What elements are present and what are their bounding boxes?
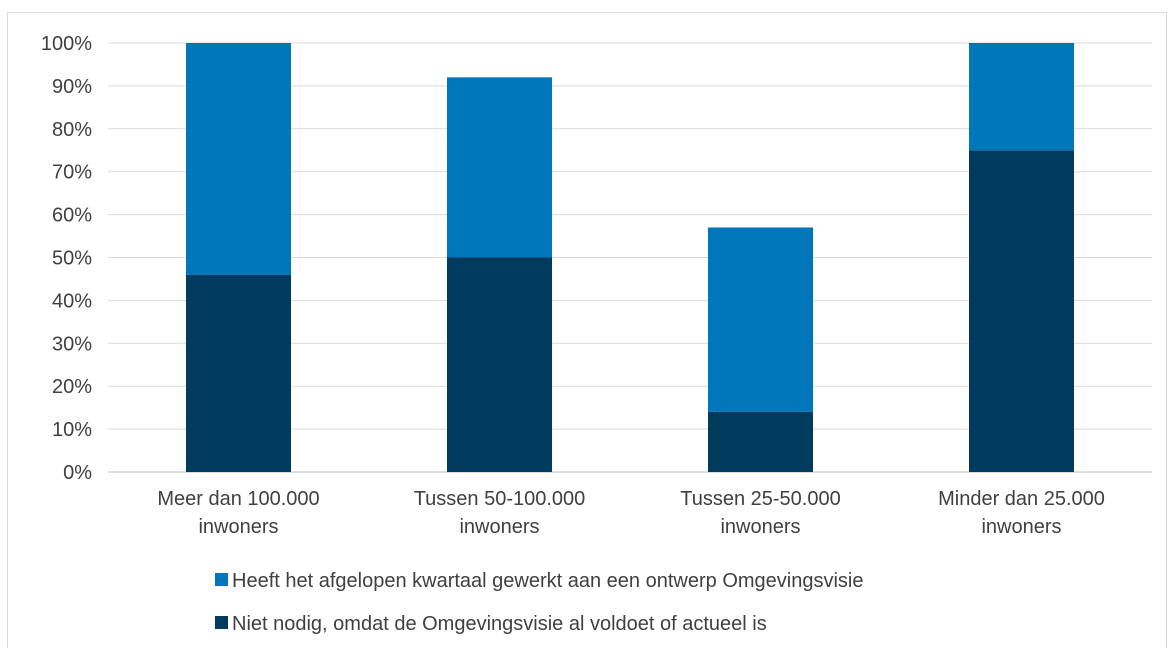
y-tick-label: 10% — [52, 419, 92, 441]
x-category-label: Tussen 25-50.000 inwoners — [680, 488, 840, 538]
y-tick-label: 30% — [52, 333, 92, 355]
x-category-label: Tussen 50-100.000 inwoners — [414, 488, 586, 538]
legend: Heeft het afgelopen kwartaal gewerkt aan… — [215, 570, 863, 635]
bar-segment — [708, 227, 813, 412]
y-tick-label: 90% — [52, 76, 92, 98]
bar-segment — [447, 77, 552, 258]
x-axis-categories: Meer dan 100.000 inwoners Tussen 50-100.00… — [157, 488, 1105, 538]
chart-frame — [7, 12, 1167, 648]
y-tick-label: 20% — [52, 376, 92, 398]
y-tick-label: 70% — [52, 162, 92, 184]
legend-swatch — [215, 573, 228, 586]
y-tick-label: 40% — [52, 290, 92, 312]
bar-segment — [186, 43, 291, 275]
y-axis-ticks: 0% 10% 20% 30% 40% 50% 60% 70% 80% 90% 100% — [41, 33, 92, 484]
x-category-label: Meer dan 100.000 inwoners — [157, 488, 319, 538]
bar-segment — [969, 43, 1074, 151]
legend-swatch — [215, 616, 228, 629]
y-tick-label: 0% — [63, 462, 92, 484]
y-tick-label: 50% — [52, 248, 92, 270]
bar-segment — [708, 411, 813, 472]
bar-segment — [447, 257, 552, 472]
y-tick-label: 60% — [52, 205, 92, 227]
x-category-label: Minder dan 25.000 inwoners — [938, 488, 1105, 538]
bars — [186, 43, 1074, 472]
y-tick-label: 100% — [41, 33, 92, 55]
legend-label: Niet nodig, omdat de Omgevingsvisie al v… — [232, 613, 767, 635]
legend-label: Heeft het afgelopen kwartaal gewerkt aan… — [232, 570, 863, 592]
y-tick-label: 80% — [52, 119, 92, 141]
bar-segment — [186, 274, 291, 472]
bar-segment — [969, 150, 1074, 472]
